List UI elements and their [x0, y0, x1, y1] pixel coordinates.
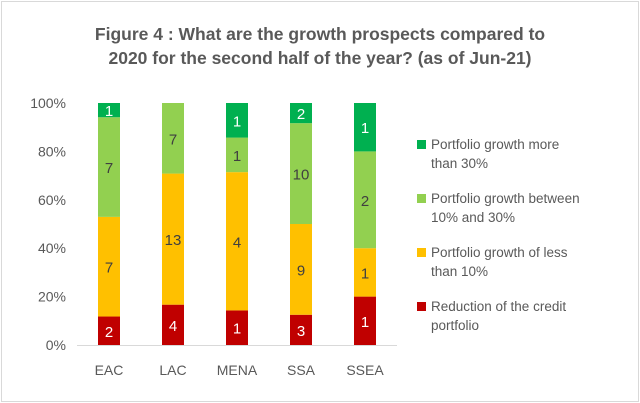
legend-label-growth-more-30-line-1: Portfolio growth more [431, 137, 560, 152]
bar-data-label: 7 [169, 131, 177, 148]
bar-data-label: 7 [105, 260, 113, 277]
bar-segment [354, 296, 376, 345]
y-tick-label: 60% [38, 192, 66, 208]
bar-data-label: 1 [361, 120, 369, 137]
bar-segment [290, 103, 312, 124]
y-tick-label: 100% [30, 95, 66, 111]
bar-segment [162, 304, 184, 345]
x-tick-label: EAC [95, 362, 124, 378]
bar-data-label: 9 [297, 262, 305, 279]
chart-title-line-1: Figure 4 : What are the growth prospects… [94, 24, 546, 44]
bar-data-label: 1 [233, 113, 241, 130]
bar-segment [290, 224, 312, 315]
bar-data-label: 2 [105, 324, 113, 341]
legend-item-growth-less-10: Portfolio growth of less than 10% [415, 243, 625, 297]
bar-segment [226, 172, 248, 311]
bar-segment [162, 173, 184, 305]
bar-segment [226, 103, 248, 138]
legend-item-credit-reduction: Reduction of the credit portfolio [415, 297, 625, 351]
legend-label-growth-10-30-line-2: 10% and 30% [431, 210, 516, 225]
bar-segment [98, 216, 120, 317]
legend-swatch-growth-less-10 [417, 248, 426, 257]
legend-label-growth-10-30-line-1: Portfolio growth between [431, 191, 580, 206]
x-tick-label: SSA [287, 362, 316, 378]
legend-swatch-credit-reduction [417, 302, 426, 311]
bar-segment [98, 117, 120, 217]
x-tick-label: LAC [159, 362, 186, 378]
bar-data-label: 10 [293, 167, 310, 184]
legend-label-growth-less-10-line-1: Portfolio growth of less [431, 245, 568, 260]
bar-segment [98, 316, 120, 345]
y-tick-label: 80% [38, 143, 66, 159]
bar-segment [290, 314, 312, 345]
bar-data-label: 4 [233, 234, 241, 251]
bar-data-label: 1 [361, 314, 369, 331]
bar-data-label: 1 [361, 265, 369, 282]
y-tick-label: 40% [38, 240, 66, 256]
bar-data-label: 4 [169, 318, 177, 335]
bar-data-label: 7 [105, 160, 113, 177]
bar-data-label: 3 [297, 323, 305, 340]
legend-label-growth-more-30-line-2: than 30% [431, 156, 489, 171]
bar-segment [354, 248, 376, 297]
legend-swatch-growth-more-30 [417, 140, 426, 149]
x-tick-label: MENA [217, 362, 258, 378]
bar-data-label: 1 [233, 321, 241, 338]
legend-item-growth-10-30: Portfolio growth between 10% and 30% [415, 189, 625, 243]
y-tick-label: 0% [46, 337, 66, 353]
legend-item-growth-more-30: Portfolio growth more than 30% [415, 135, 625, 189]
bar-data-label: 1 [105, 103, 113, 120]
legend-label-credit-reduction-line-2: portfolio [431, 318, 480, 333]
legend-label-growth-less-10-line-2: than 10% [431, 264, 489, 279]
chart-title: Figure 4 : What are the growth prospects… [0, 22, 640, 70]
legend: Portfolio growth more than 30% Portfolio… [415, 135, 625, 351]
y-tick-label: 20% [38, 289, 66, 305]
legend-label-credit-reduction-line-1: Reduction of the credit [431, 299, 567, 314]
legend-swatch-growth-10-30 [417, 194, 426, 203]
chart-title-line-2: 2020 for the second half of the year? (a… [108, 48, 532, 68]
bar-data-label: 1 [233, 148, 241, 165]
bar-segment [354, 103, 376, 152]
bar-segment [226, 310, 248, 345]
bar-segment [290, 123, 312, 224]
bar-data-label: 2 [361, 193, 369, 210]
bar-data-label: 13 [165, 232, 182, 249]
bar-segment [226, 137, 248, 173]
x-tick-label: SSEA [346, 362, 384, 378]
bar-segment [354, 151, 376, 249]
bar-segment [162, 103, 184, 174]
bar-data-label: 2 [297, 106, 305, 123]
bar-segment [98, 103, 120, 118]
